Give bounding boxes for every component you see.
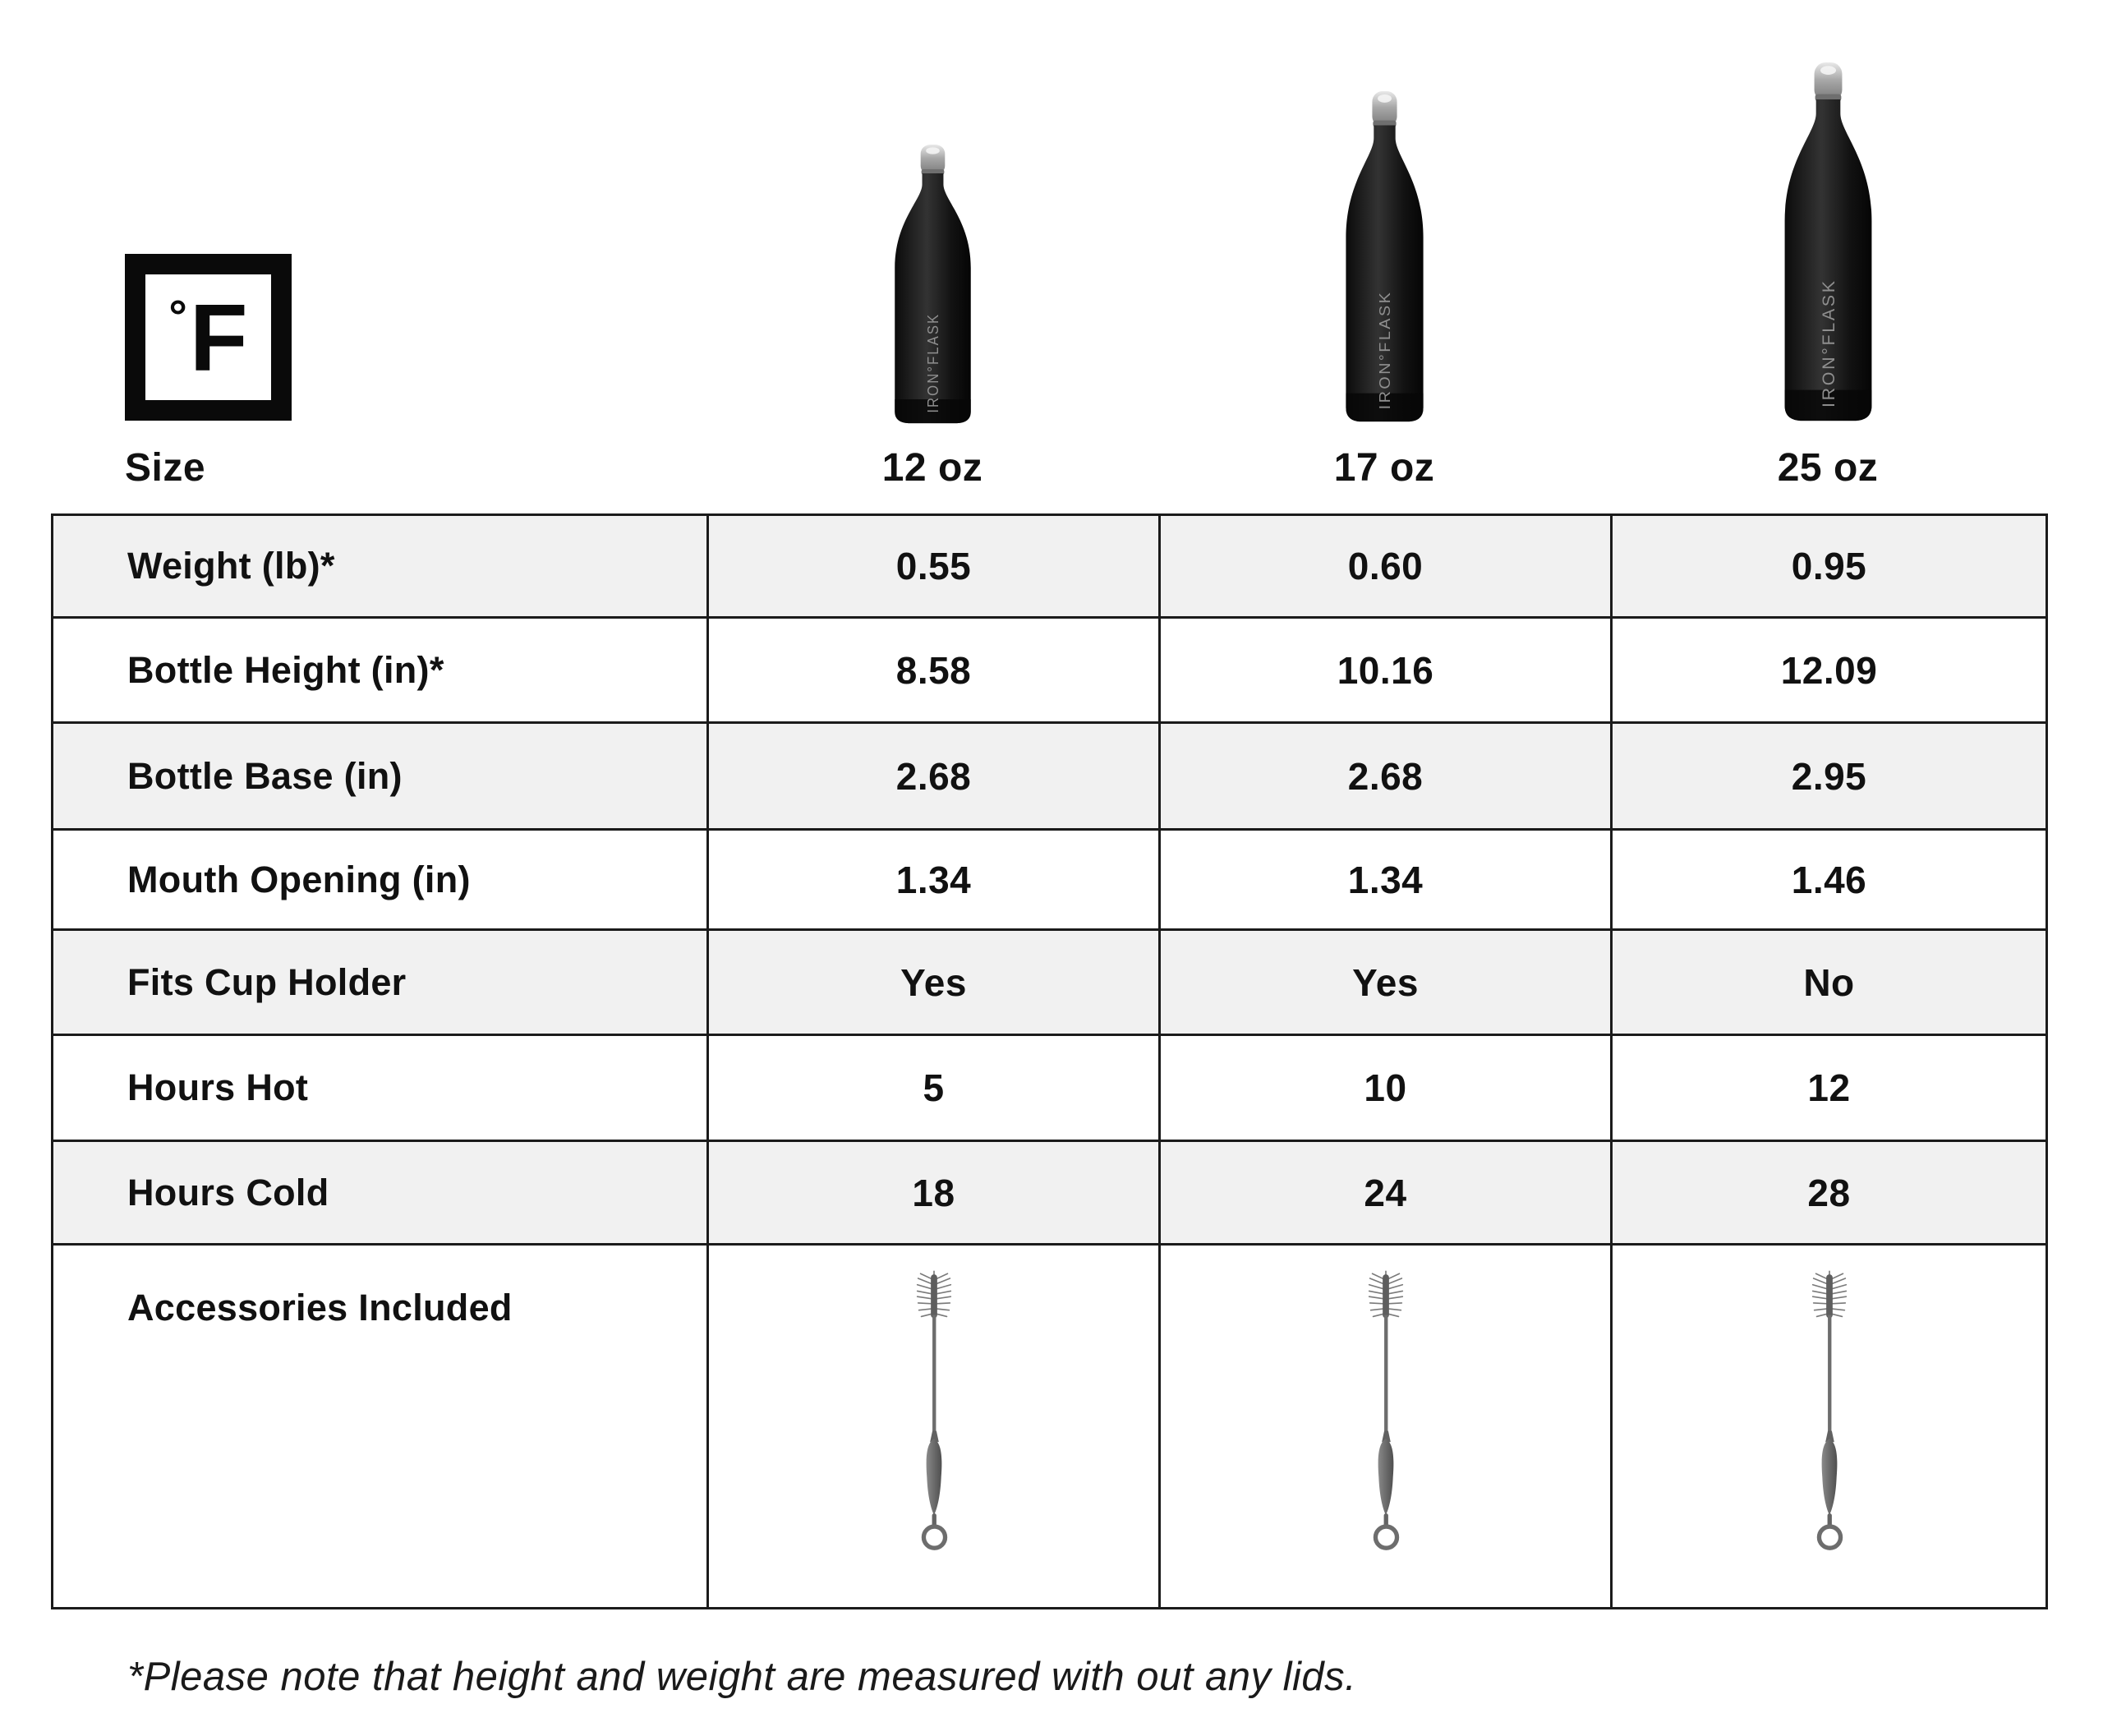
row-label: Hours Hot	[51, 1034, 709, 1142]
size-label-17oz: 17 oz	[1333, 445, 1435, 490]
cell-value: Yes	[1158, 928, 1613, 1036]
bottle-25oz-image	[1784, 62, 1871, 421]
cell-value: 12	[1610, 1034, 2048, 1142]
size-label-25oz: 25 oz	[1777, 445, 1879, 490]
cell-value: 10	[1158, 1034, 1613, 1142]
measurement-footnote: *Please note that height and weight are …	[127, 1655, 1357, 1699]
table-row-fits-cup-holder: Fits Cup Holder Yes Yes No	[51, 928, 2048, 1036]
table-row-accessories: Accessories Included	[51, 1243, 2048, 1609]
cell-value: 28	[1610, 1140, 2048, 1246]
cell-value: 1.34	[706, 828, 1161, 931]
cell-value: 0.95	[1610, 513, 2048, 619]
cell-value: 1.46	[1610, 828, 2048, 931]
cell-value: 24	[1158, 1140, 1613, 1246]
column-25oz: 25 oz	[1610, 0, 2045, 491]
accessory-cell	[1158, 1243, 1613, 1609]
cell-value: No	[1610, 928, 2048, 1036]
bottle-brush-icon	[1362, 1269, 1410, 1574]
cell-value: 5	[706, 1034, 1161, 1142]
header-brand-cell: ° F Size	[51, 0, 706, 491]
table-row-hours-cold: Hours Cold 18 24 28	[51, 1140, 2048, 1246]
size-row-title: Size	[125, 445, 206, 490]
iron-flask-logo: ° F	[125, 254, 292, 421]
table-row-bottle-height: Bottle Height (in)* 8.58 10.16 12.09	[51, 616, 2048, 724]
cell-value: 2.68	[706, 721, 1161, 831]
size-label-12oz: 12 oz	[881, 445, 983, 490]
bottle-12oz-image	[894, 145, 971, 424]
row-label: Accessories Included	[51, 1243, 709, 1609]
bottle-brush-icon	[910, 1269, 958, 1574]
row-label: Fits Cup Holder	[51, 928, 709, 1036]
cell-value: 10.16	[1158, 616, 1613, 724]
table-row-hours-hot: Hours Hot 5 10 12	[51, 1034, 2048, 1142]
row-label: Bottle Height (in)*	[51, 616, 709, 724]
cell-value: 0.55	[706, 513, 1161, 619]
spec-table: Weight (lb)* 0.55 0.60 0.95 Bottle Heigh…	[51, 513, 2048, 1609]
row-label: Mouth Opening (in)	[51, 828, 709, 931]
row-label: Hours Cold	[51, 1140, 709, 1246]
cell-value: 1.34	[1158, 828, 1613, 931]
accessory-cell	[1610, 1243, 2048, 1609]
bottle-brush-icon	[1806, 1269, 1853, 1574]
cell-value: 18	[706, 1140, 1161, 1246]
cell-value: Yes	[706, 928, 1161, 1036]
table-row-bottle-base: Bottle Base (in) 2.68 2.68 2.95	[51, 721, 2048, 831]
logo-degree-symbol: °	[168, 290, 187, 342]
table-row-weight: Weight (lb)* 0.55 0.60 0.95	[51, 513, 2048, 619]
cell-value: 0.60	[1158, 513, 1613, 619]
accessory-cell	[706, 1243, 1161, 1609]
cell-value: 2.68	[1158, 721, 1613, 831]
cell-value: 8.58	[706, 616, 1161, 724]
cell-value: 2.95	[1610, 721, 2048, 831]
column-17oz: 17 oz	[1158, 0, 1610, 491]
cell-value: 12.09	[1610, 616, 2048, 724]
logo-letter-f: F	[189, 283, 248, 391]
header: ° F Size 12 oz 17 oz 25 oz	[51, 0, 2103, 491]
row-label: Bottle Base (in)	[51, 721, 709, 831]
row-label: Weight (lb)*	[51, 513, 709, 619]
bottle-17oz-image	[1345, 91, 1424, 422]
column-12oz: 12 oz	[706, 0, 1158, 491]
table-row-mouth-opening: Mouth Opening (in) 1.34 1.34 1.46	[51, 828, 2048, 931]
